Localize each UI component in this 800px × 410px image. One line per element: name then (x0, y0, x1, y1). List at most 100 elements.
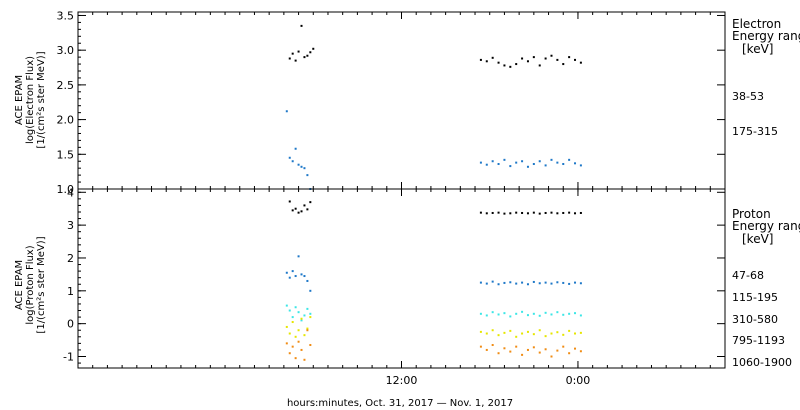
electron-point-series-1 (306, 174, 309, 177)
electron-y-tick-label: 2.0 (57, 114, 75, 127)
proton-plot-frame (77, 188, 726, 369)
proton-point-series-4 (503, 347, 506, 350)
proton-point-series-3 (556, 331, 559, 334)
proton-point-series-2 (526, 314, 529, 317)
electron-point-series-1 (503, 158, 506, 161)
electron-point-series-1 (574, 162, 577, 165)
electron-point-series-0 (306, 54, 309, 57)
electron-point-series-1 (303, 167, 306, 170)
proton-point-series-0 (294, 207, 297, 210)
electron-legend-title-2: Energy range (732, 29, 800, 43)
proton-point-series-3 (550, 332, 553, 335)
proton-point-series-1 (285, 271, 288, 274)
proton-point-series-2 (556, 311, 559, 314)
proton-point-series-3 (538, 329, 541, 332)
x-tick-label: 12:00 (386, 374, 418, 387)
proton-point-series-1 (309, 289, 312, 292)
proton-point-series-2 (300, 319, 303, 322)
proton-point-series-0 (309, 201, 312, 204)
proton-point-series-3 (303, 334, 306, 337)
proton-y-tick-label: 2 (67, 252, 74, 265)
proton-legend-entry-1: 115-195 (732, 291, 778, 304)
electron-point-series-0 (479, 58, 482, 61)
electron-point-series-1 (562, 163, 565, 166)
proton-point-series-2 (297, 311, 300, 314)
proton-point-series-0 (300, 210, 303, 213)
electron-point-series-1 (285, 110, 288, 113)
proton-point-series-3 (526, 330, 529, 333)
proton-point-series-0 (532, 211, 535, 214)
proton-point-series-4 (491, 344, 494, 347)
proton-point-series-2 (285, 304, 288, 307)
proton-point-series-4 (532, 346, 535, 349)
proton-point-series-3 (306, 327, 309, 330)
electron-point-series-1 (288, 156, 291, 159)
proton-point-series-0 (579, 211, 582, 214)
proton-point-series-4 (526, 348, 529, 351)
electron-ylabel-line-1: ACE EPAM (14, 75, 25, 125)
proton-point-series-1 (550, 282, 553, 285)
proton-point-series-4 (485, 348, 488, 351)
proton-legend: Proton Energy range [keV] 47-68 115-195 … (732, 207, 800, 369)
electron-point-series-1 (294, 147, 297, 150)
proton-point-series-3 (491, 329, 494, 332)
proton-point-series-3 (497, 334, 500, 337)
proton-point-series-3 (562, 333, 565, 336)
proton-point-series-0 (485, 212, 488, 215)
proton-point-series-4 (309, 344, 312, 347)
proton-point-series-1 (579, 282, 582, 285)
proton-y-axis-label: ACE EPAM log(Proton Flux) [1/(cm²s ster … (14, 236, 47, 333)
electron-point-series-0 (300, 24, 303, 27)
proton-point-series-1 (568, 282, 571, 285)
proton-point-series-2 (294, 306, 297, 309)
electron-point-series-1 (491, 160, 494, 163)
electron-point-series-0 (491, 56, 494, 59)
proton-point-series-0 (544, 211, 547, 214)
proton-legend-entry-0: 47-68 (732, 269, 764, 282)
electron-point-series-0 (503, 64, 506, 67)
proton-point-series-3 (300, 317, 303, 320)
proton-point-series-2 (515, 312, 518, 315)
proton-point-series-2 (550, 313, 553, 316)
electron-point-series-1 (479, 161, 482, 164)
electron-y-tick-label: 2.5 (57, 79, 75, 92)
proton-point-series-2 (544, 311, 547, 314)
proton-point-series-0 (491, 211, 494, 214)
electron-point-series-0 (574, 58, 577, 61)
proton-point-series-4 (574, 347, 577, 350)
proton-point-series-4 (497, 352, 500, 355)
proton-y-tick-label: -1 (63, 351, 74, 364)
electron-y-tick-label: 1.5 (57, 148, 75, 161)
x-axis-label: hours:minutes, Oct. 31, 2017 — Nov. 1, 2… (287, 398, 513, 409)
proton-data-points (285, 200, 582, 361)
proton-point-series-4 (303, 358, 306, 361)
proton-legend-title-2: Energy range (732, 219, 800, 233)
electron-point-series-1 (538, 160, 541, 163)
proton-point-series-1 (291, 270, 294, 273)
proton-point-series-1 (303, 275, 306, 278)
proton-point-series-3 (288, 332, 291, 335)
electron-y-tick-label: 3.5 (57, 9, 75, 22)
proton-point-series-4 (568, 352, 571, 355)
proton-point-series-0 (550, 211, 553, 214)
electron-point-series-0 (568, 56, 571, 59)
proton-point-series-4 (288, 352, 291, 355)
proton-point-series-4 (515, 345, 518, 348)
electron-point-series-1 (532, 163, 535, 166)
proton-point-series-4 (544, 348, 547, 351)
electron-point-series-1 (485, 163, 488, 166)
electron-panel: 1.0 1.5 2.0 2.5 3.0 3.5 ACE EPAM log(Electron… (14, 9, 800, 196)
electron-point-series-0 (562, 63, 565, 66)
proton-point-series-1 (509, 281, 512, 284)
proton-point-series-1 (574, 281, 577, 284)
electron-point-series-1 (526, 165, 529, 168)
electron-y-axis-label: ACE EPAM log(Electron Flux) [1/(cm²s ste… (14, 51, 47, 148)
proton-point-series-0 (556, 212, 559, 215)
proton-point-series-2 (491, 311, 494, 314)
proton-point-series-1 (294, 275, 297, 278)
proton-point-series-1 (497, 283, 500, 286)
proton-ylabel-line-2: log(Proton Flux) (25, 245, 36, 324)
electron-point-series-0 (556, 58, 559, 61)
electron-point-series-0 (294, 59, 297, 62)
